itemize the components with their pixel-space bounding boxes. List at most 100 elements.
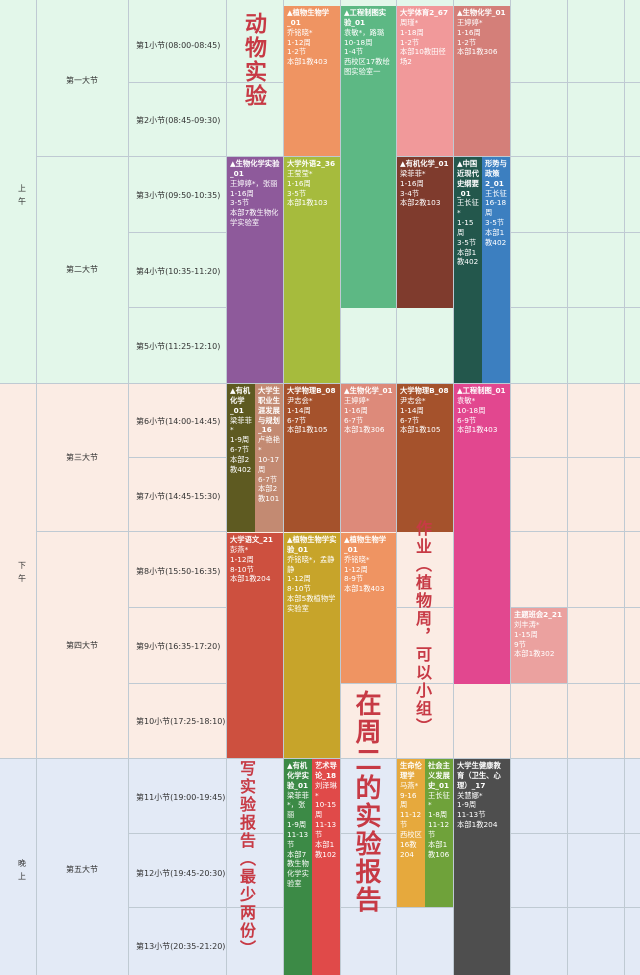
course-block[interactable]: ▲生物化学_01 王婷婷* 1-16周 6-7节 本部1教306	[341, 384, 396, 532]
course-detail: 9-16周	[400, 790, 417, 810]
course-block[interactable]: 生命伦理学 马燕* 9-16周 11-12节 西校区16教204	[397, 759, 425, 907]
course-detail: 1-14周	[400, 405, 424, 415]
course-detail: 本部7教生物化学实验室	[287, 849, 309, 889]
course-block[interactable]: ▲有机化学_01 梁菲菲* 1-16周 3-4节 本部2教103	[397, 157, 453, 308]
slot-label: 第6小节(14:00-14:45)	[136, 417, 221, 426]
course-detail: 11-13节	[287, 829, 309, 849]
course-detail: 王长征	[485, 188, 507, 198]
course-title: 艺术导论_18	[315, 761, 337, 780]
course-detail: 本部1教204	[457, 820, 498, 830]
course-detail: 1-16周	[457, 27, 481, 37]
course-block[interactable]: 大学物理B_08 尹志会* 1-14周 6-7节 本部1教105	[284, 384, 340, 532]
course-detail: 本部1教403	[287, 57, 328, 67]
course-block[interactable]: ▲工程制图实验_01 袁敏*，路璐 10-18周 1-4节 西校区17教绘图实验室一	[341, 6, 396, 308]
course-title: ▲生物化学_01	[344, 386, 393, 395]
course-detail: 本部10教田径场2	[400, 47, 446, 67]
course-block[interactable]: ▲植物生物学_01 乔铭晓* 1-12周 8-9节 本部1教403	[341, 533, 396, 683]
course-detail: 尹志会*	[400, 395, 426, 405]
course-detail: 9节	[514, 639, 526, 649]
course-detail: 西校区17教绘图实验室一	[344, 57, 390, 77]
divider	[36, 156, 640, 157]
slot-label: 第7小节(14:45-15:30)	[136, 492, 221, 501]
course-detail: 本部1教103	[287, 198, 328, 208]
course-block[interactable]: ▲生物化学_01 王婷婷* 1-16周 1-2节 本部1教306	[454, 6, 510, 156]
course-detail: 11-13节	[315, 820, 337, 839]
course-block[interactable]: 形势与政策2_01 王长征 16-18周 3-5节 本部1教402	[482, 157, 510, 383]
course-detail: 1-9周	[457, 800, 477, 810]
course-title: 生命伦理学	[400, 761, 422, 780]
divider	[340, 0, 341, 975]
divider	[510, 0, 511, 975]
period-label-morning: 上午	[18, 184, 26, 206]
course-block[interactable]: ▲中国近现代史纲要_01 王长征* 1-15周 3-5节 本部1教402	[454, 157, 482, 383]
course-block[interactable]: 艺术导论_18 刘泽琳* 10-15周 11-13节 本部1教102	[312, 759, 340, 975]
course-title: ▲有机化学实验_01	[287, 761, 309, 790]
handwritten-note: 在周二的实验报告	[351, 690, 381, 914]
course-block[interactable]: ▲植物生物学_01 乔铭晓* 1-12周 1-2节 本部1教403	[284, 6, 340, 156]
divider	[128, 683, 640, 684]
course-block[interactable]: 大学体育2_67 周瑾* 1-18周 1-2节 本部10教田径场2	[397, 6, 453, 156]
course-block[interactable]: 大学语文_21 彭燕* 1-12周 8-10节 本部1教204	[227, 533, 283, 758]
course-detail: 本部1教105	[400, 425, 441, 435]
course-block[interactable]: 社会主义发展史_01 王长征* 1-8周 11-12节 本部1教106	[425, 759, 453, 907]
course-block[interactable]: ▲生物化学实验_01 王婷婷*，张丽 1-16周 3-5节 本部7教生物化学实验室	[227, 157, 283, 383]
course-detail: 乔铭晓*，孟静静	[287, 554, 335, 574]
course-block[interactable]: ▲有机化学实验_01 梁菲菲*，张丽 1-9周 11-13节 本部7教生物化学实验室	[284, 759, 312, 975]
course-detail: 王婷婷*	[344, 395, 370, 405]
divider	[128, 833, 640, 834]
course-block[interactable]: 大学外语2_36 王莹莹* 1-16周 3-5节 本部1教103	[284, 157, 340, 383]
course-detail: 1-9周	[230, 435, 250, 445]
course-title: 大学生职业生涯发展与规划_16	[258, 386, 280, 435]
slot-label: 第11小节(19:00-19:45)	[136, 793, 226, 802]
slot-label: 第8小节(15:50-16:35)	[136, 567, 221, 576]
course-detail: 1-12周	[344, 564, 368, 574]
course-block[interactable]: ▲工程制图_01 袁敏* 10-18周 6-9节 本部1教403	[454, 384, 510, 684]
course-detail: 6-9节	[457, 415, 477, 425]
course-detail: 1-2节	[457, 37, 477, 47]
session-label: 第五大节	[66, 865, 98, 874]
course-detail: 袁敏*，路璐	[344, 27, 385, 37]
course-detail: 本部1教302	[514, 649, 555, 659]
course-block[interactable]: 大学物理B_08 尹志会* 1-14周 6-7节 本部1教105	[397, 384, 453, 532]
course-title: ▲有机化学_01	[400, 159, 449, 168]
course-title: ▲生物化学实验_01	[230, 159, 280, 178]
divider	[128, 0, 129, 975]
course-detail: 1-16周	[344, 405, 368, 415]
course-title: 大学外语2_36	[287, 159, 336, 168]
course-block[interactable]: 大学生职业生涯发展与规划_16 卢艳艳* 10-17周 6-7节 本部2教101	[255, 384, 283, 532]
course-detail: 乔铭晓*	[287, 27, 313, 37]
course-detail: 8-10节	[287, 584, 311, 594]
course-detail: 10-17周	[258, 454, 280, 474]
course-detail: 1-2节	[287, 47, 307, 57]
course-detail: 本部1教403	[457, 425, 498, 435]
course-detail: 10-18周	[457, 405, 486, 415]
course-detail: 本部2教402	[230, 454, 252, 474]
course-title: ▲中国近现代史纲要_01	[457, 159, 479, 198]
slot-label: 第3小节(09:50-10:35)	[136, 191, 221, 200]
course-detail: 1-15周	[514, 629, 538, 639]
course-detail: 本部2教103	[400, 198, 441, 208]
course-detail: 1-4节	[344, 47, 364, 57]
course-title: ▲工程制图_01	[457, 386, 506, 395]
course-detail: 王婷婷*	[457, 17, 483, 27]
course-title: ▲植物生物学_01	[287, 8, 330, 27]
course-block[interactable]: 主题班会2_21 刘丰涛* 1-15周 9节 本部1教302	[511, 608, 567, 683]
course-detail: 6-7节	[258, 474, 278, 484]
course-detail: 11-13节	[457, 810, 486, 820]
course-title: 大学体育2_67	[400, 8, 449, 17]
course-detail: 本部2教101	[258, 484, 280, 504]
course-detail: 本部1教306	[344, 425, 385, 435]
slot-label: 第10小节(17:25-18:10)	[136, 717, 226, 726]
session-label: 第四大节	[66, 641, 98, 650]
course-block[interactable]: ▲有机化学_01 梁菲菲* 1-9周 6-7节 本部2教402	[227, 384, 255, 532]
session-label: 第三大节	[66, 453, 98, 462]
course-block[interactable]: ▲植物生物学实验_01 乔铭晓*，孟静静 1-12周 8-10节 本部5教植物学实验室	[284, 533, 340, 758]
course-detail: 1-16周	[230, 188, 254, 198]
course-detail: 本部5教植物学实验室	[287, 594, 336, 613]
course-detail: 马燕*	[400, 780, 419, 790]
divider	[453, 0, 454, 975]
divider	[128, 907, 640, 908]
course-block[interactable]: 大学生健康教育（卫生、心理）_17 关慧娜* 1-9周 11-13节 本部1教204	[454, 759, 510, 975]
course-detail: 梁菲菲*	[230, 415, 252, 435]
course-detail: 本部1教102	[315, 839, 337, 859]
